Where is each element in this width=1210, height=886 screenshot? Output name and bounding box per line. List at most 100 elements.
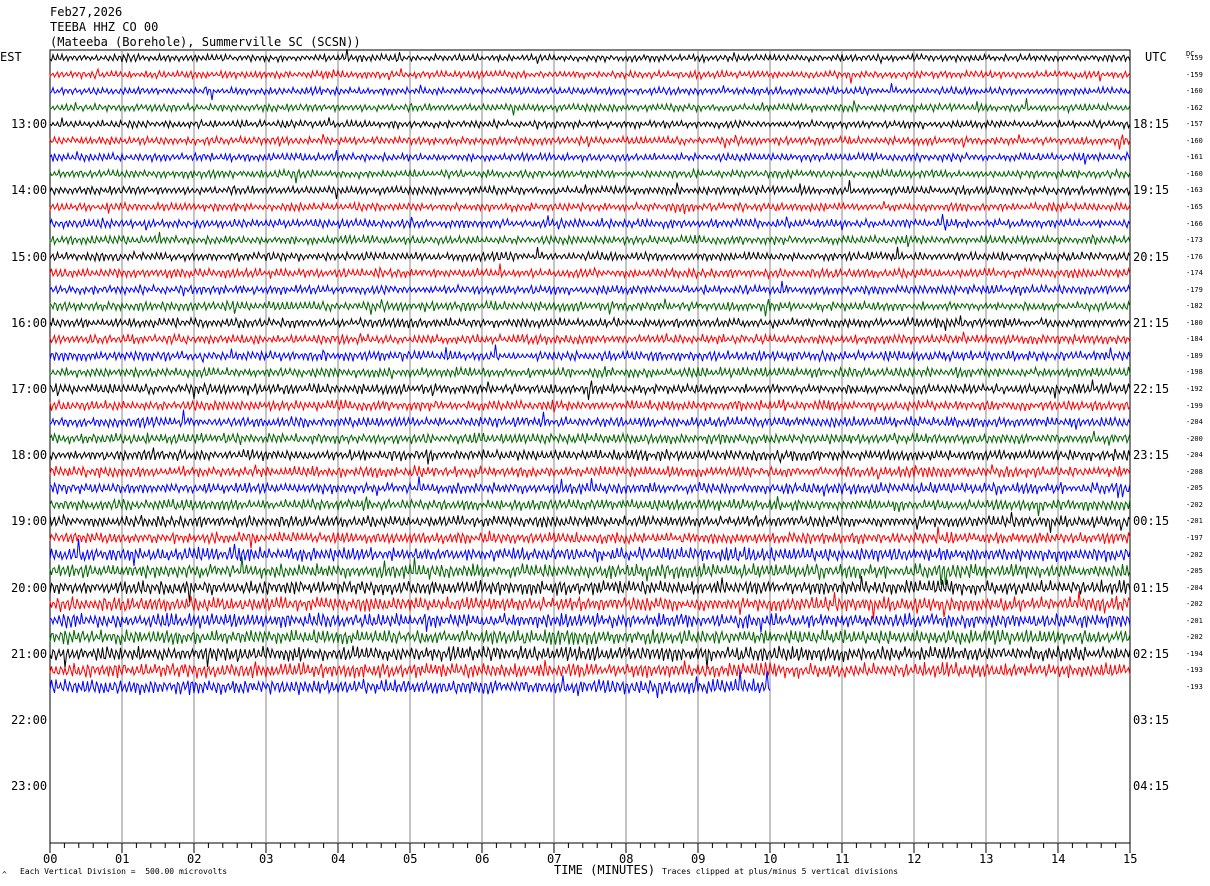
x-tick-label: 02 (187, 852, 202, 866)
dc-offset-label: -162 (1186, 103, 1203, 112)
dc-offset-label: -180 (1186, 318, 1203, 327)
dc-offset-label: -166 (1186, 219, 1203, 228)
right-zone-label: UTC (1145, 50, 1167, 64)
x-tick-label: 10 (763, 852, 778, 866)
trace-line (49, 298, 1131, 317)
trace-line (49, 464, 1131, 480)
dc-offset-label: -179 (1186, 285, 1203, 294)
trace-line (49, 83, 1131, 101)
dc-offset-label: -159 (1186, 70, 1203, 79)
dc-offset-label: -201 (1186, 616, 1203, 625)
dc-offset-label: -197 (1186, 533, 1203, 542)
x-tick-label: 04 (331, 852, 346, 866)
trace-line (49, 669, 771, 698)
x-tick-label: 12 (907, 852, 922, 866)
plot-frame (49, 49, 1131, 844)
dc-offset-label: -205 (1186, 567, 1203, 576)
trace-line (49, 167, 1131, 184)
trace-line (49, 645, 1131, 669)
trace-line (49, 331, 1131, 347)
trace-line (49, 200, 1131, 215)
est-hour-label: 19:00 (11, 514, 48, 529)
utc-hour-label: 04:15 (1133, 779, 1170, 794)
est-hour-label: 17:00 (11, 382, 48, 396)
corner-mark: ^ (2, 870, 7, 879)
dc-offset-label: -204 (1186, 583, 1203, 592)
x-tick-label: 15 (1123, 852, 1138, 866)
trace-line (49, 150, 1131, 165)
dc-offset-label: -194 (1186, 649, 1203, 658)
trace-line (49, 246, 1131, 264)
utc-hour-label: 21:15 (1133, 315, 1170, 330)
trace-line (49, 98, 1131, 116)
header-location: (Mateeba (Borehole), Summerville SC (SCS… (50, 35, 361, 49)
utc-hour-label: 19:15 (1133, 183, 1170, 198)
dc-offset-label: -199 (1186, 401, 1203, 410)
trace-line (49, 591, 1131, 619)
trace-line (49, 629, 1131, 646)
dc-offset-label: -160 (1186, 136, 1203, 145)
est-hour-label: 14:00 (11, 183, 48, 198)
dc-label: DC (1186, 50, 1195, 58)
dc-offset-label: -160 (1186, 87, 1203, 96)
est-hour-label: 23:00 (11, 779, 48, 794)
est-hour-label: 18:00 (11, 448, 48, 463)
trace-line (49, 133, 1131, 150)
trace-line (49, 117, 1131, 131)
clip-note: Traces clipped at plus/minus 5 vertical … (662, 867, 899, 876)
utc-hour-label: 02:15 (1133, 646, 1170, 661)
trace-line (49, 344, 1131, 364)
x-tick-label: 14 (1051, 852, 1066, 866)
est-hour-label: 13:00 (11, 117, 48, 132)
dc-offset-label: -202 (1186, 500, 1203, 509)
dc-offset-label: -165 (1186, 202, 1203, 211)
utc-hour-label: 18:15 (1133, 117, 1170, 132)
dc-offset-label: -160 (1186, 169, 1203, 178)
dc-offset-label: -161 (1186, 153, 1203, 162)
dc-offset-label: -198 (1186, 368, 1203, 377)
trace-line (49, 496, 1131, 517)
x-tick-label: 13 (979, 852, 994, 866)
dc-offset-label: -157 (1186, 120, 1203, 129)
dc-offset-label: -159 (1186, 54, 1203, 62)
est-hour-label: 16:00 (11, 315, 48, 330)
trace-line (49, 612, 1131, 633)
dc-offset-label: -201 (1186, 517, 1203, 526)
x-tick-label: 09 (691, 852, 706, 866)
dc-offset-label: -204 (1186, 418, 1203, 427)
x-tick-label: 06 (475, 852, 490, 866)
dc-offset-label: -174 (1186, 269, 1203, 278)
dc-offset-label: -202 (1186, 550, 1203, 559)
utc-hour-label: 00:15 (1133, 514, 1170, 529)
trace-line (49, 660, 1131, 679)
header-date: Feb27,2026 (50, 5, 123, 19)
header-station: TEEBA HHZ CO 00 (50, 20, 159, 34)
trace-line (49, 180, 1131, 199)
utc-hour-label: 23:15 (1133, 448, 1170, 463)
trace-line (49, 398, 1131, 413)
trace-line (49, 67, 1131, 84)
dc-offset-label: -193 (1186, 682, 1203, 691)
dc-offset-label: -200 (1186, 434, 1203, 443)
trace-line (49, 476, 1131, 499)
trace-line (49, 430, 1131, 446)
trace-line (49, 214, 1131, 231)
x-tick-label: 03 (259, 852, 274, 866)
trace-line (49, 556, 1131, 585)
utc-hour-label: 03:15 (1133, 713, 1170, 727)
dc-offset-label: -192 (1186, 385, 1203, 393)
x-tick-label: 01 (115, 852, 130, 866)
dc-offset-label: -202 (1186, 600, 1203, 609)
trace-line (49, 576, 1131, 603)
trace-line (49, 263, 1131, 281)
est-hour-label: 20:00 (11, 580, 48, 595)
est-hour-label: 21:00 (11, 646, 48, 661)
trace-line (49, 315, 1131, 331)
trace-line (49, 409, 1131, 430)
x-tick-label: 08 (619, 852, 634, 866)
vertical-division-note: Each Vertical Division = 500.00 microvol… (20, 867, 228, 876)
x-tick-label: 05 (403, 852, 418, 866)
dc-offset-label: -208 (1186, 467, 1203, 476)
trace-line (49, 538, 1131, 567)
